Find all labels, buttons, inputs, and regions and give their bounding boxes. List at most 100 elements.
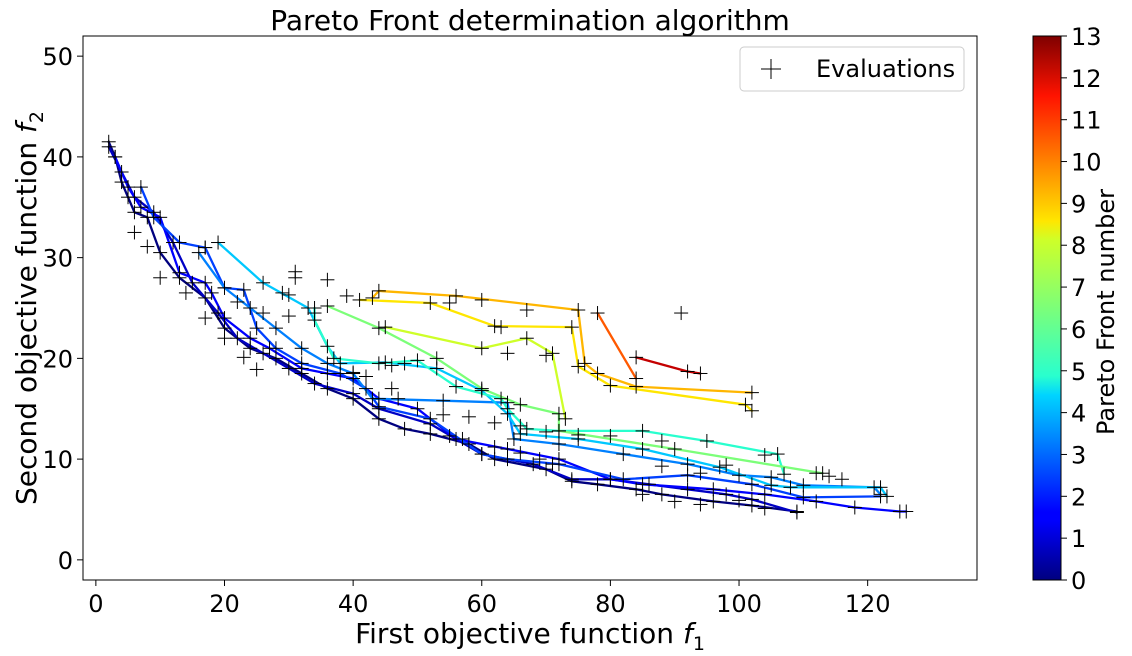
evaluation-point	[744, 492, 759, 507]
evaluation-point	[243, 331, 258, 346]
evaluation-point	[198, 275, 213, 290]
x-tick-label: 0	[88, 590, 103, 618]
y-tick-label: 40	[42, 144, 73, 172]
evaluation-point	[519, 331, 534, 346]
front-line-6	[313, 306, 786, 476]
evaluation-point	[108, 149, 123, 164]
evaluation-point	[757, 501, 772, 516]
evaluation-point	[744, 403, 759, 418]
evaluation-point	[101, 139, 116, 154]
evaluation-point	[339, 288, 354, 303]
x-tick-label: 100	[716, 590, 762, 618]
y-tick-label: 20	[42, 345, 73, 373]
evaluation-point	[185, 275, 200, 290]
evaluation-point	[442, 428, 457, 443]
evaluation-point	[635, 487, 650, 502]
evaluation-point	[847, 500, 862, 515]
evaluation-point	[577, 356, 592, 371]
evaluation-point	[513, 397, 528, 412]
evaluation-point	[654, 487, 669, 502]
evaluation-point	[783, 480, 798, 495]
evaluation-point	[449, 288, 464, 303]
evaluation-point	[603, 428, 618, 443]
evaluation-point	[680, 482, 695, 497]
evaluation-point	[712, 460, 727, 475]
evaluation-point	[777, 467, 792, 482]
evaluation-point	[789, 505, 804, 520]
evaluation-point	[545, 457, 560, 472]
evaluation-point	[719, 458, 734, 473]
evaluation-point	[410, 401, 425, 416]
evaluation-point	[455, 431, 470, 446]
legend: Evaluations	[739, 46, 965, 92]
x-axis-label: First objective function f1	[355, 617, 705, 655]
evaluation-point	[744, 385, 759, 400]
colorbar-label: Pareto Front number	[1092, 189, 1120, 435]
evaluation-point	[172, 265, 187, 280]
evaluation-point	[616, 472, 631, 487]
evaluation-point	[680, 364, 695, 379]
evaluation-point	[127, 225, 142, 240]
evaluation-point	[436, 407, 451, 422]
evaluation-point	[133, 180, 148, 195]
evaluation-point	[256, 306, 271, 321]
front-line-1	[107, 145, 799, 514]
front-line-8	[384, 325, 567, 420]
evaluation-point	[307, 376, 322, 391]
evaluation-point	[358, 381, 373, 396]
evaluation-point	[680, 457, 695, 472]
evaluation-point	[494, 320, 509, 335]
evaluation-markers	[101, 134, 914, 520]
evaluation-point	[590, 477, 605, 492]
evaluation-point	[281, 309, 296, 324]
evaluation-point	[474, 341, 489, 356]
plot-area	[82, 35, 978, 581]
evaluation-point	[365, 290, 380, 305]
colorbar-tick-label: 5	[1071, 358, 1086, 386]
evaluation-point	[275, 285, 290, 300]
evaluation-point	[384, 381, 399, 396]
evaluation-point	[564, 472, 579, 487]
evaluation-point	[500, 346, 515, 361]
y-tick-label: 10	[42, 446, 73, 474]
evaluation-point	[236, 350, 251, 365]
evaluation-point	[706, 482, 721, 497]
evaluation-point	[532, 452, 547, 467]
evaluation-point	[667, 494, 682, 509]
evaluation-point	[558, 411, 573, 426]
evaluation-point	[378, 355, 393, 370]
evaluation-point	[326, 351, 341, 366]
evaluation-point	[268, 341, 283, 356]
evaluation-point	[217, 311, 232, 326]
evaluation-point	[378, 320, 393, 335]
evaluation-point	[539, 424, 554, 439]
x-tick-label: 60	[466, 590, 497, 618]
evaluation-point	[217, 280, 232, 295]
colorbar-gradient	[1032, 35, 1062, 581]
evaluation-point	[629, 371, 644, 386]
legend-label: Evaluations	[816, 55, 955, 83]
evaluation-point	[249, 362, 264, 377]
evaluation-point	[487, 319, 502, 334]
evaluation-point	[230, 331, 245, 346]
evaluation-point	[133, 200, 148, 215]
evaluation-point	[873, 480, 888, 495]
evaluation-point	[693, 497, 708, 512]
evaluation-point	[603, 378, 618, 393]
evaluation-point	[809, 466, 824, 481]
evaluation-point	[770, 447, 785, 462]
evaluation-point	[281, 287, 296, 302]
y-axis: 0 10 20 30 40 50	[42, 43, 83, 575]
x-tick-label: 20	[209, 590, 240, 618]
evaluation-point	[590, 306, 605, 321]
colorbar-tick-label: 6	[1071, 316, 1086, 344]
front-line-0	[107, 140, 799, 513]
evaluation-point	[153, 245, 168, 260]
x-tick-label: 120	[845, 590, 891, 618]
evaluation-point	[320, 381, 335, 396]
evaluation-point	[545, 346, 560, 361]
evaluation-point	[140, 239, 155, 254]
evaluation-point	[500, 401, 515, 416]
evaluation-point	[757, 487, 772, 502]
